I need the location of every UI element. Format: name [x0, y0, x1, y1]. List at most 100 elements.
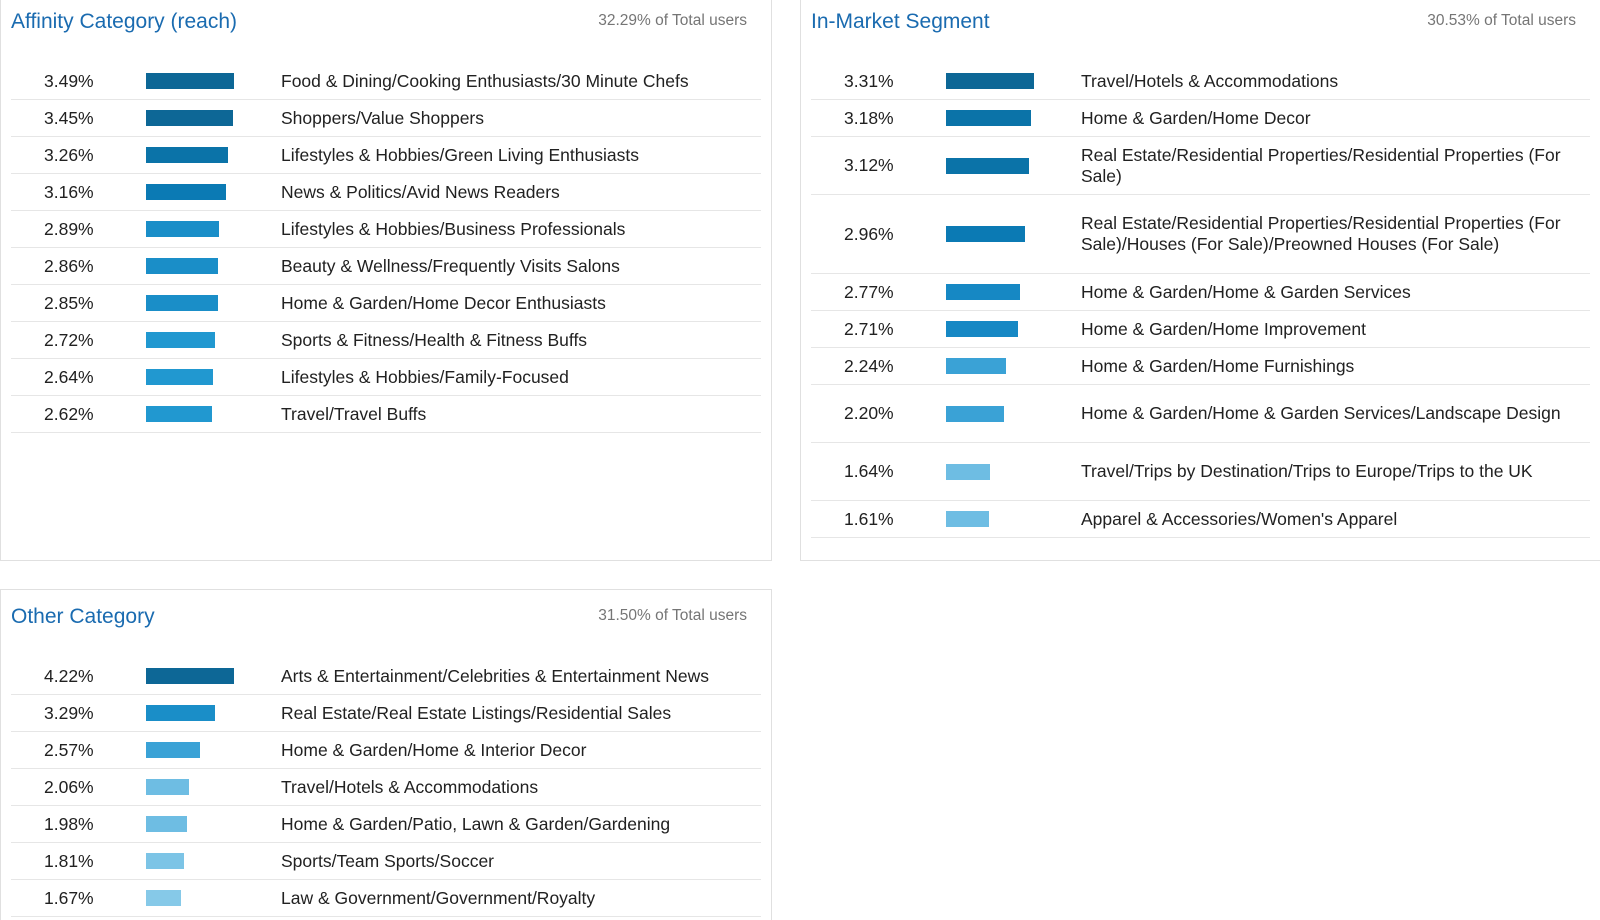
table-row[interactable]: 1.81% Sports/Team Sports/Soccer [11, 843, 761, 880]
category-label[interactable]: Lifestyles & Hobbies/Family-Focused [281, 366, 569, 387]
percentage-bar [146, 853, 184, 869]
percentage-bar [146, 890, 181, 906]
in-market-segment-panel: In-Market Segment 30.53% of Total users … [800, 0, 1600, 561]
category-label[interactable]: Sports & Fitness/Health & Fitness Buffs [281, 329, 588, 350]
bar-cell [946, 73, 1081, 89]
table-row[interactable]: 3.26% Lifestyles & Hobbies/Green Living E… [11, 137, 761, 174]
percentage-bar [146, 258, 218, 274]
category-label[interactable]: Home & Garden/Patio, Lawn & Garden/Garde… [281, 813, 671, 834]
percentage-value: 2.86% [44, 255, 94, 276]
category-label[interactable]: Lifestyles & Hobbies/Business Profession… [281, 218, 626, 239]
percentage-bar [146, 221, 219, 237]
table-row[interactable]: 3.49% Food & Dining/Cooking Enthusiasts/3… [11, 63, 761, 100]
percentage-bar [146, 369, 213, 385]
percentage-bar [946, 284, 1020, 300]
category-label[interactable]: Home & Garden/Home & Interior Decor [281, 739, 587, 760]
table-row[interactable]: 3.18% Home & Garden/Home Decor [811, 100, 1590, 137]
percentage-value: 1.98% [44, 813, 94, 834]
category-label[interactable]: Home & Garden/Home Decor [1081, 107, 1311, 128]
percentage-value: 2.57% [44, 739, 94, 760]
table-row[interactable]: 2.57% Home & Garden/Home & Interior Decor [11, 732, 761, 769]
in-market-rows: 3.31% Travel/Hotels & Accommodations 3.18%… [811, 63, 1590, 538]
bar-cell [946, 358, 1081, 374]
category-label[interactable]: Real Estate/Residential Properties/Resid… [1081, 144, 1561, 186]
table-row[interactable]: 2.72% Sports & Fitness/Health & Fitness B… [11, 322, 761, 359]
percentage-value: 3.12% [844, 155, 894, 175]
category-label[interactable]: Home & Garden/Home & Garden Services [1081, 281, 1411, 302]
bar-cell [146, 668, 281, 684]
table-row[interactable]: 2.20% Home & Garden/Home & Garden Service… [811, 385, 1590, 443]
bar-cell [946, 463, 1081, 480]
percentage-bar [146, 332, 215, 348]
percentage-bar [146, 816, 187, 832]
category-label[interactable]: Home & Garden/Home Furnishings [1081, 355, 1355, 376]
percentage-bar [146, 295, 218, 311]
other-category-rows: 4.22% Arts & Entertainment/Celebrities & … [11, 658, 761, 917]
table-row[interactable]: 2.89% Lifestyles & Hobbies/Business Profe… [11, 211, 761, 248]
category-label[interactable]: Home & Garden/Home Decor Enthusiasts [281, 292, 606, 313]
table-row[interactable]: 2.06% Travel/Hotels & Accommodations [11, 769, 761, 806]
percentage-value: 2.06% [44, 776, 94, 797]
table-row[interactable]: 3.45% Shoppers/Value Shoppers [11, 100, 761, 137]
percentage-bar [946, 321, 1018, 337]
percentage-value: 2.71% [844, 318, 894, 339]
table-row[interactable]: 2.71% Home & Garden/Home Improvement [811, 311, 1590, 348]
affinity-category-panel: Affinity Category (reach) 32.29% of Tota… [0, 0, 772, 561]
table-row[interactable]: 1.64% Travel/Trips by Destination/Trips t… [811, 443, 1590, 501]
table-row[interactable]: 3.12% Real Estate/Residential Properties/… [811, 137, 1590, 195]
other-category-panel: Other Category 31.50% of Total users 4.2… [0, 589, 772, 920]
table-row[interactable]: 3.31% Travel/Hotels & Accommodations [811, 63, 1590, 100]
table-row[interactable]: 3.29% Real Estate/Real Estate Listings/Re… [11, 695, 761, 732]
percentage-value: 1.61% [844, 508, 894, 529]
table-row[interactable]: 2.96% Real Estate/Residential Properties/… [811, 195, 1590, 274]
category-label[interactable]: Travel/Hotels & Accommodations [1081, 70, 1339, 91]
bar-cell [146, 295, 281, 311]
category-label[interactable]: Home & Garden/Home & Garden Services/Lan… [1081, 403, 1561, 423]
table-row[interactable]: 1.67% Law & Government/Government/Royalty [11, 880, 761, 917]
category-label[interactable]: Travel/Hotels & Accommodations [281, 776, 539, 797]
panel-title[interactable]: Other Category [11, 605, 155, 628]
category-label[interactable]: Shoppers/Value Shoppers [281, 107, 485, 128]
category-label[interactable]: Travel/Travel Buffs [281, 403, 427, 424]
table-row[interactable]: 3.16% News & Politics/Avid News Readers [11, 174, 761, 211]
total-users-percentage: 30.53% of Total users [1427, 12, 1576, 29]
percentage-bar [146, 73, 234, 89]
table-row[interactable]: 1.98% Home & Garden/Patio, Lawn & Garden/… [11, 806, 761, 843]
category-label[interactable]: News & Politics/Avid News Readers [281, 181, 560, 202]
category-label[interactable]: Law & Government/Government/Royalty [281, 887, 596, 908]
table-row[interactable]: 2.85% Home & Garden/Home Decor Enthusiast… [11, 285, 761, 322]
table-row[interactable]: 2.77% Home & Garden/Home & Garden Service… [811, 274, 1590, 311]
table-row[interactable]: 2.62% Travel/Travel Buffs [11, 396, 761, 433]
category-label[interactable]: Beauty & Wellness/Frequently Visits Salo… [281, 255, 620, 276]
category-label[interactable]: Apparel & Accessories/Women's Apparel [1081, 508, 1398, 529]
percentage-value: 2.77% [844, 281, 894, 302]
category-label[interactable]: Real Estate/Residential Properties/Resid… [1081, 213, 1561, 254]
percentage-value: 2.72% [44, 329, 94, 350]
percentage-bar [146, 184, 226, 200]
table-row[interactable]: 1.61% Apparel & Accessories/Women's Appar… [811, 501, 1590, 538]
bar-cell [146, 73, 281, 89]
panel-title[interactable]: In-Market Segment [811, 10, 990, 33]
bar-cell [946, 284, 1081, 300]
bar-cell [146, 779, 281, 795]
bar-cell [946, 321, 1081, 337]
bar-cell [146, 742, 281, 758]
bar-cell [946, 405, 1081, 422]
category-label[interactable]: Home & Garden/Home Improvement [1081, 318, 1366, 339]
category-label[interactable]: Arts & Entertainment/Celebrities & Enter… [281, 665, 709, 686]
category-label[interactable]: Sports/Team Sports/Soccer [281, 850, 494, 871]
category-label[interactable]: Lifestyles & Hobbies/Green Living Enthus… [281, 144, 639, 165]
table-row[interactable]: 4.22% Arts & Entertainment/Celebrities & … [11, 658, 761, 695]
table-row[interactable]: 2.64% Lifestyles & Hobbies/Family-Focused [11, 359, 761, 396]
category-label[interactable]: Food & Dining/Cooking Enthusiasts/30 Min… [281, 70, 689, 91]
table-row[interactable]: 2.24% Home & Garden/Home Furnishings [811, 348, 1590, 385]
bar-cell [146, 406, 281, 422]
bar-cell [946, 511, 1081, 527]
percentage-value: 1.81% [44, 850, 94, 871]
percentage-value: 2.85% [44, 292, 94, 313]
bar-cell [946, 157, 1081, 174]
category-label[interactable]: Real Estate/Real Estate Listings/Residen… [281, 702, 672, 723]
table-row[interactable]: 2.86% Beauty & Wellness/Frequently Visits… [11, 248, 761, 285]
category-label[interactable]: Travel/Trips by Destination/Trips to Eur… [1081, 461, 1533, 481]
panel-title[interactable]: Affinity Category (reach) [11, 10, 238, 33]
